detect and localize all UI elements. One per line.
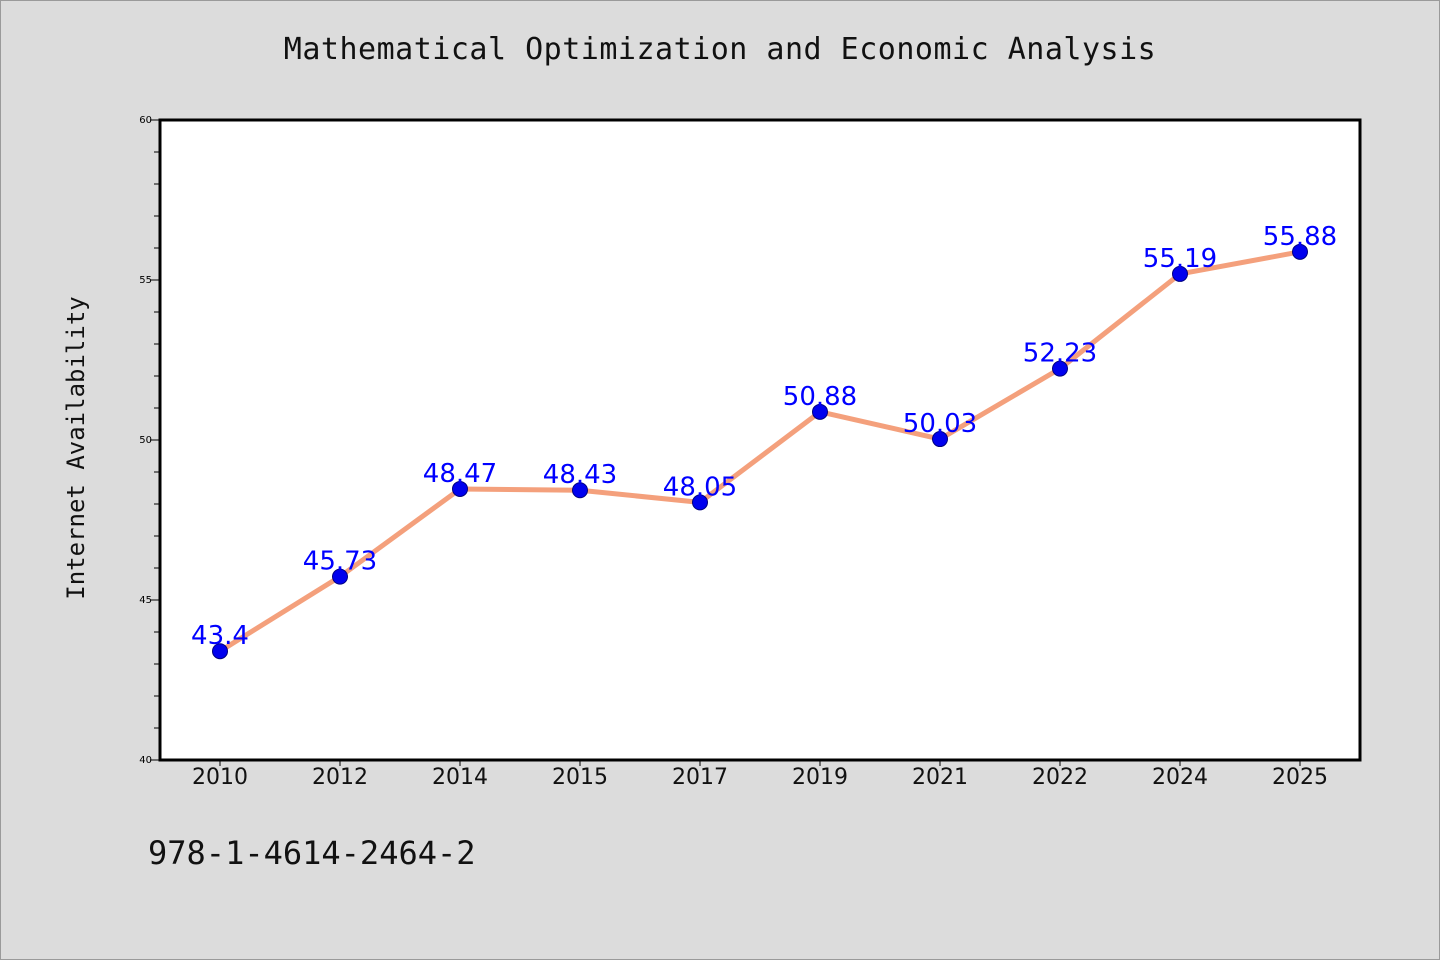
y-tick-label: 60 <box>139 115 152 126</box>
data-label: 43.4 <box>191 621 249 651</box>
x-tick-label: 2017 <box>672 765 728 790</box>
data-label: 52.23 <box>1023 339 1097 369</box>
y-tick-label: 50 <box>139 435 152 446</box>
data-point <box>212 643 228 660</box>
data-point <box>572 482 588 499</box>
x-tick-label: 2019 <box>792 765 848 790</box>
data-point <box>332 568 348 585</box>
data-label: 48.43 <box>543 460 617 490</box>
y-tick-label: 40 <box>139 755 152 766</box>
series-line <box>217 249 1303 654</box>
data-label: 55.88 <box>1263 222 1337 252</box>
chart-title: Mathematical Optimization and Economic A… <box>283 32 1157 67</box>
data-label: 50.88 <box>783 382 857 412</box>
x-tick-label: 2015 <box>552 765 608 790</box>
x-tick-label: 2021 <box>912 765 968 790</box>
data-label: 48.05 <box>663 472 737 502</box>
data-label: 48.47 <box>423 459 497 489</box>
data-point <box>1052 360 1068 377</box>
data-point <box>692 494 708 511</box>
x-tick-label: 2014 <box>432 765 488 790</box>
data-point <box>1292 243 1308 260</box>
data-label: 45.73 <box>303 547 377 577</box>
x-axis: 2010 2012 2014 2015 2017 2019 2021 2022 2024 2025 <box>192 760 1328 790</box>
x-tick-label: 2025 <box>1272 765 1328 790</box>
x-tick-label: 2022 <box>1032 765 1088 790</box>
y-tick-label: 45 <box>139 595 152 606</box>
data-label: 50.03 <box>903 409 977 439</box>
x-tick-label: 2024 <box>1152 765 1208 790</box>
x-tick-label: 2012 <box>312 765 368 790</box>
data-point <box>932 431 948 448</box>
isbn-annotation: 978-1-4614-2464-2 <box>148 834 476 872</box>
series-group: 43.4 45.73 48.47 48.43 48.05 50.88 50.03 52.23 5… <box>191 222 1337 660</box>
data-point <box>452 480 468 497</box>
plot-area <box>158 118 1362 762</box>
data-point <box>1172 265 1188 282</box>
y-axis: 40 45 50 55 60 <box>139 115 160 766</box>
data-point <box>812 403 828 420</box>
y-tick-label: 55 <box>139 275 152 286</box>
x-tick-label: 2010 <box>192 765 248 790</box>
data-label: 55.19 <box>1143 244 1217 274</box>
